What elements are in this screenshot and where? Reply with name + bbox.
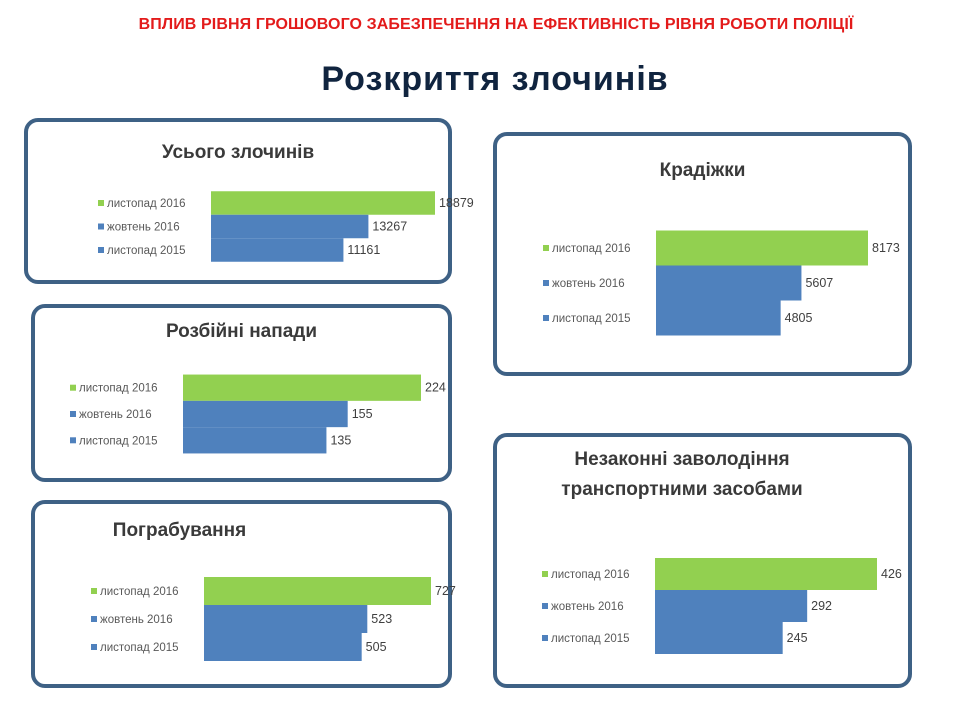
bar-chart: листопад 2016 8173 жовтень 2016 5607 листопа… — [501, 228, 911, 338]
category-label: листопад 2015 — [100, 642, 179, 654]
legend-marker — [543, 280, 549, 286]
panel-title: Пограбування — [112, 520, 247, 541]
bar — [183, 400, 348, 428]
chart-panel-robbery-attacks: Розбійні напади листопад 2016 224 жовтень … — [31, 304, 452, 482]
bar-chart: листопад 2016 727 жовтень 2016 523 листопад … — [39, 574, 456, 664]
category-label: жовтень 2016 — [551, 601, 624, 613]
data-label: 523 — [371, 612, 392, 626]
data-label: 727 — [435, 584, 456, 598]
data-label: 505 — [366, 640, 387, 654]
bar — [211, 214, 369, 239]
bar — [211, 238, 344, 262]
bar-chart: листопад 2016 426 жовтень 2016 292 листопад … — [501, 556, 911, 656]
category-label: жовтень 2016 — [100, 614, 173, 626]
bar — [656, 300, 781, 336]
data-label: 135 — [330, 433, 351, 447]
chart-panel-thefts: Крадіжки листопад 2016 8173 жовтень 2016 56… — [493, 132, 912, 376]
data-label: 245 — [787, 631, 808, 645]
bar — [183, 427, 327, 454]
data-label: 4805 — [785, 311, 813, 325]
bar — [655, 590, 808, 622]
category-label: листопад 2015 — [79, 435, 158, 447]
category-label: жовтень 2016 — [79, 409, 152, 421]
category-label: листопад 2015 — [551, 633, 630, 645]
legend-marker — [70, 411, 76, 417]
bar — [204, 605, 368, 633]
data-label: 11161 — [347, 243, 380, 257]
bar — [655, 622, 783, 654]
category-label: листопад 2016 — [107, 198, 186, 210]
legend-marker — [542, 603, 548, 609]
data-label: 224 — [425, 381, 446, 395]
legend-marker — [70, 437, 76, 444]
chart-panel-total-crimes: Усього злочинів листопад 2016 18879 жовтен… — [24, 118, 474, 284]
panel-title-line: транспортними засобами — [561, 479, 803, 500]
chart-panel-robberies: Пограбування листопад 2016 727 жовтень 201… — [31, 500, 456, 688]
data-label: 8173 — [872, 241, 900, 255]
panel-title: Незаконні заволодіння транспортними засо… — [517, 445, 847, 505]
legend-marker — [91, 588, 97, 594]
bar-chart-svg: листопад 2016 224 жовтень 2016 155 листопад … — [70, 374, 446, 454]
bar-chart: листопад 2016 18879 жовтень 2016 13267 листо… — [56, 189, 474, 264]
bar — [211, 191, 435, 215]
legend-marker — [70, 384, 76, 391]
legend-marker — [543, 245, 549, 251]
panel-title: Усього злочинів — [161, 142, 315, 163]
category-label: листопад 2015 — [107, 245, 186, 257]
bar — [656, 265, 802, 301]
data-label: 292 — [811, 599, 832, 613]
panel-title: Крадіжки — [659, 160, 746, 181]
bar-chart-svg: листопад 2016 18879 жовтень 2016 13267 листо… — [98, 191, 474, 262]
data-label: 5607 — [805, 276, 833, 290]
legend-marker — [543, 315, 549, 321]
bar — [204, 577, 431, 605]
data-label: 155 — [352, 407, 373, 421]
legend-marker — [542, 571, 548, 577]
legend-marker — [98, 247, 104, 253]
category-label: листопад 2016 — [100, 586, 179, 598]
data-label: 18879 — [439, 196, 474, 210]
legend-marker — [98, 223, 104, 230]
category-label: листопад 2016 — [551, 569, 630, 581]
bar — [656, 230, 868, 266]
chart-panel-vehicle-theft: Незаконні заволодіння транспортними засо… — [493, 433, 912, 688]
legend-marker — [542, 635, 548, 641]
bar-chart-svg: листопад 2016 426 жовтень 2016 292 листопад … — [542, 558, 902, 654]
category-label: листопад 2016 — [552, 243, 631, 255]
legend-marker — [91, 616, 97, 622]
bar — [655, 558, 877, 590]
bar-chart: листопад 2016 224 жовтень 2016 155 листопад … — [35, 374, 450, 454]
top-header: ВПЛИВ РІВНЯ ГРОШОВОГО ЗАБЕЗПЕЧЕННЯ НА ЕФ… — [138, 16, 854, 33]
panel-title-line: Незаконні заволодіння — [574, 449, 790, 470]
data-label: 13267 — [372, 220, 407, 234]
bar-chart-svg: листопад 2016 727 жовтень 2016 523 листопад … — [91, 577, 456, 661]
legend-marker — [91, 644, 97, 650]
category-label: листопад 2015 — [552, 313, 631, 325]
main-title: Розкриття злочинів — [321, 60, 669, 98]
category-label: листопад 2016 — [79, 383, 158, 395]
category-label: жовтень 2016 — [552, 278, 625, 290]
category-label: жовтень 2016 — [107, 222, 180, 234]
bar — [183, 374, 421, 401]
data-label: 426 — [881, 567, 902, 581]
bar-chart-svg: листопад 2016 8173 жовтень 2016 5607 листопа… — [543, 230, 900, 336]
panel-title: Розбійні напади — [165, 321, 318, 342]
bar — [204, 633, 362, 661]
legend-marker — [98, 200, 104, 206]
